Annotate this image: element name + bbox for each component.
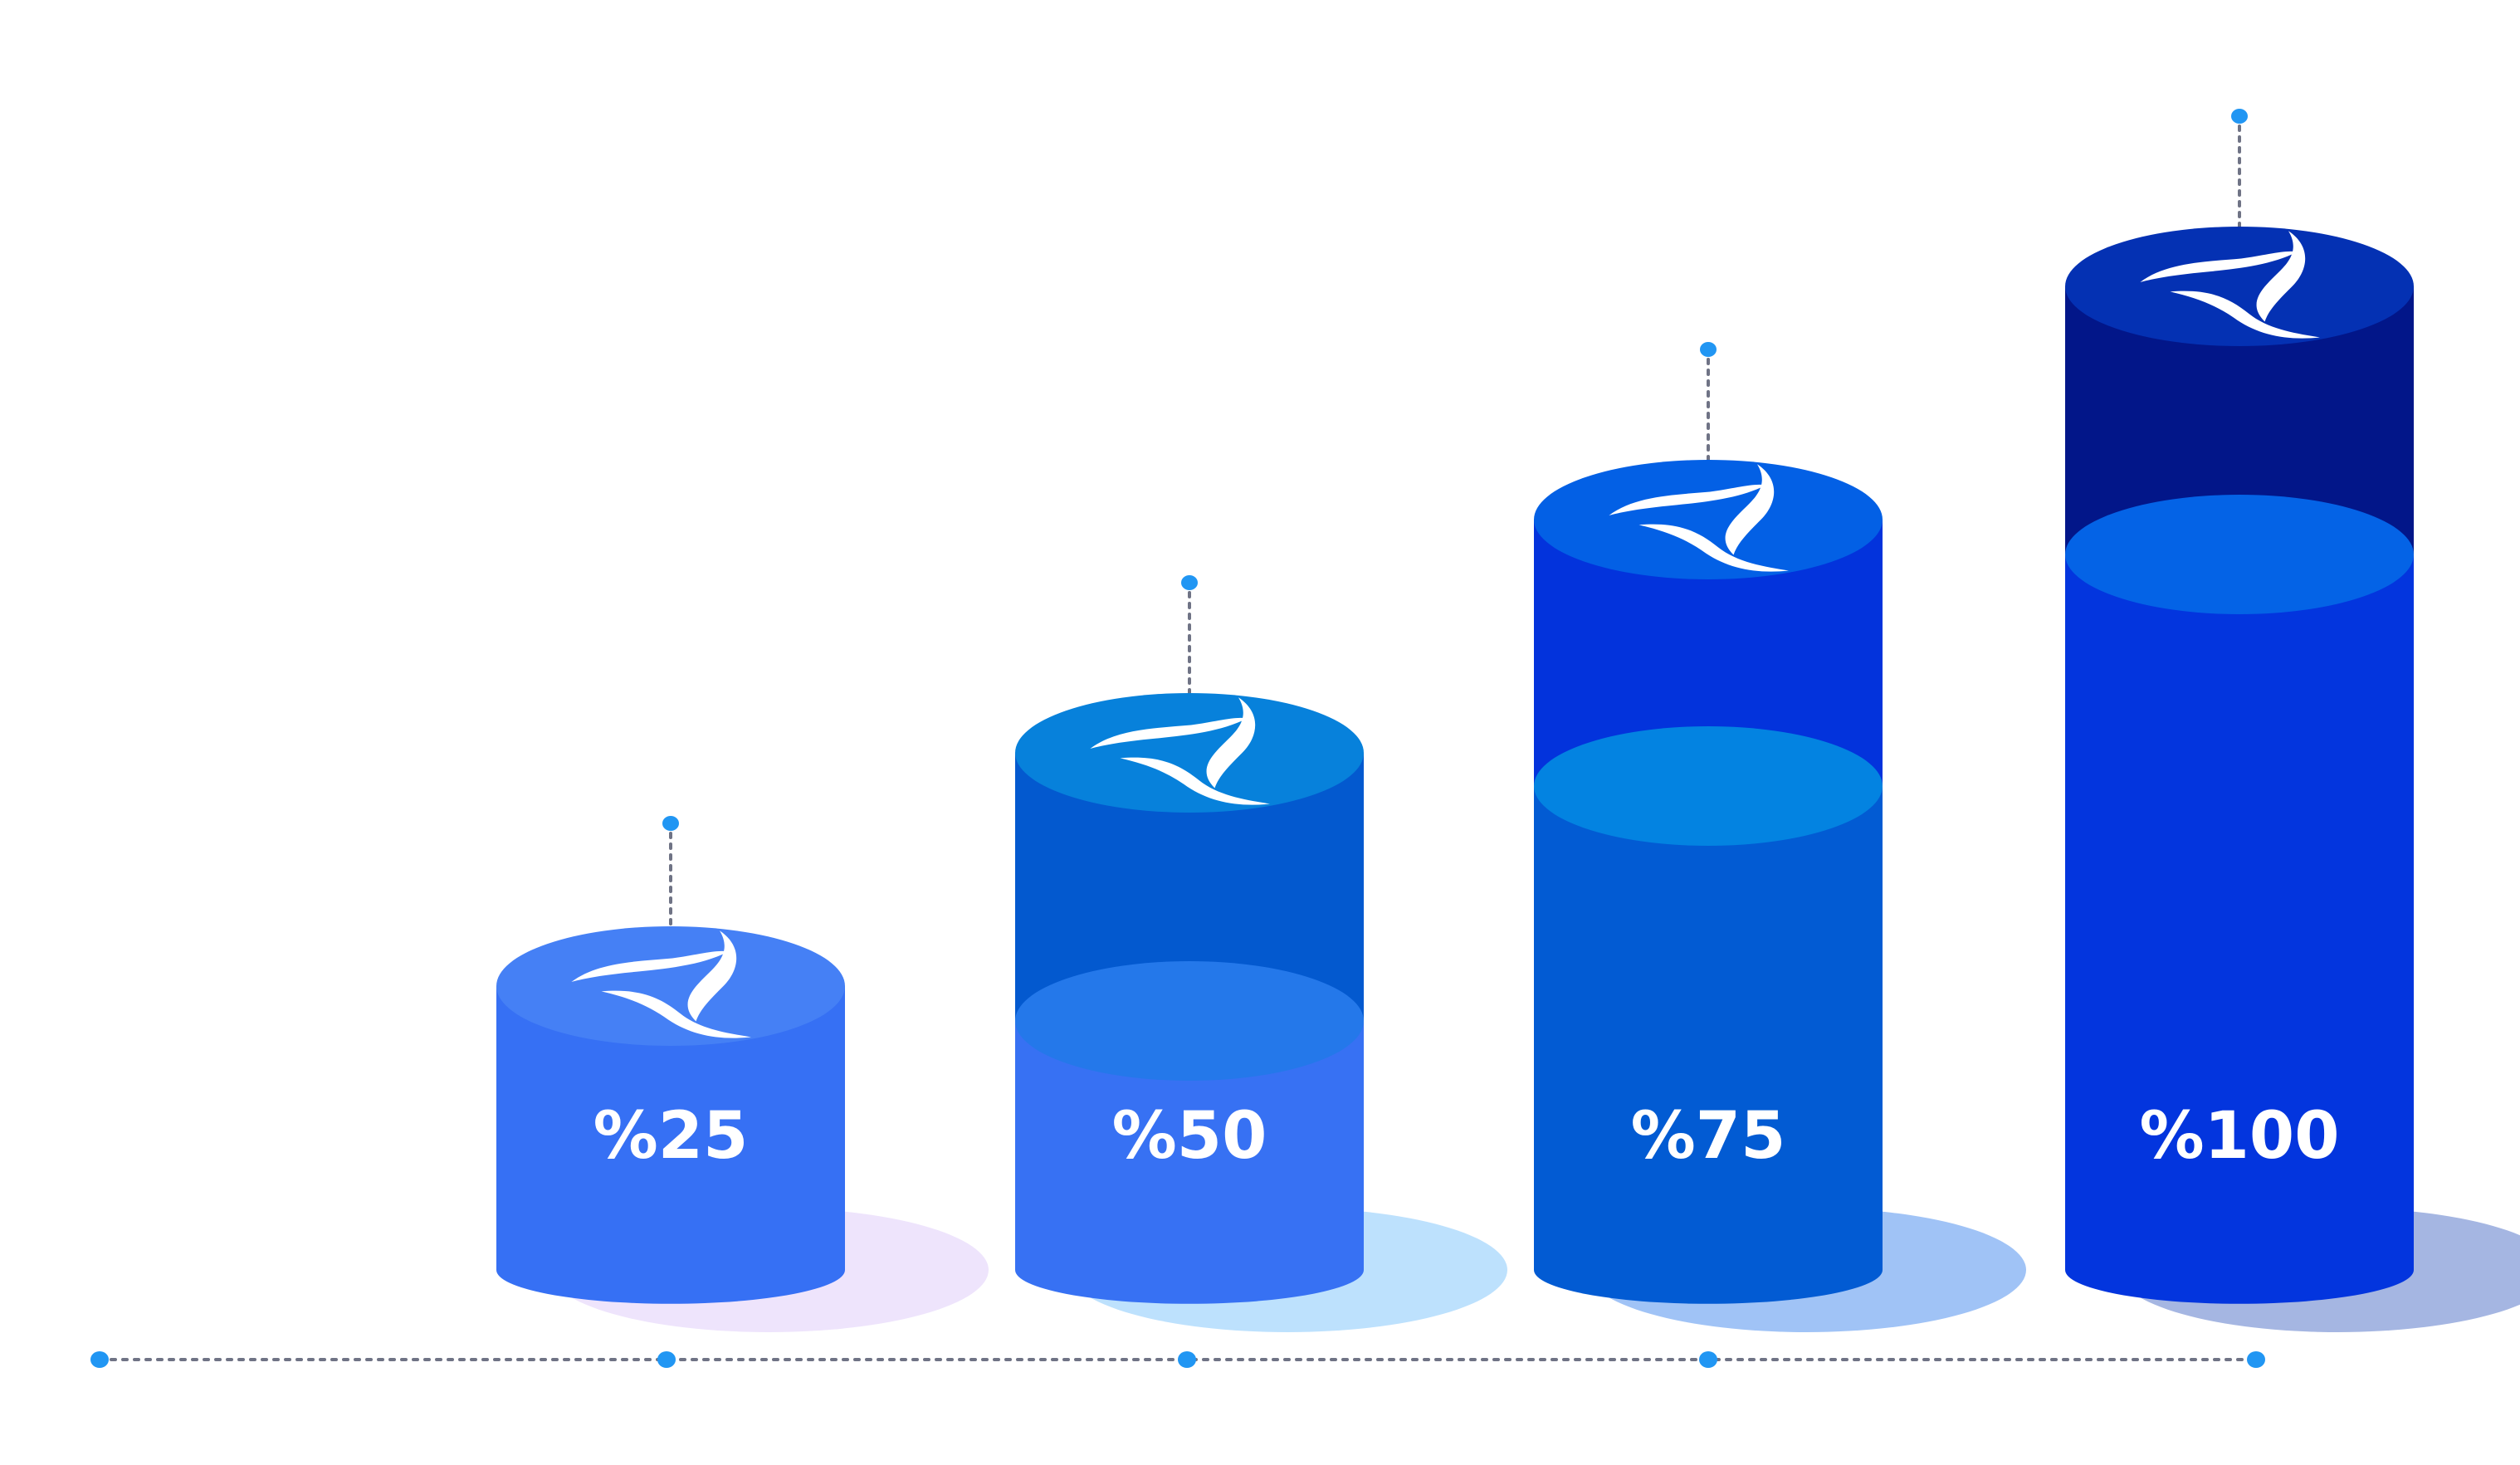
bar-pct-25: %25	[496, 926, 845, 1304]
axis-dot	[1699, 1351, 1717, 1368]
bar-lower-body	[1015, 1021, 1364, 1304]
bar-level-ellipse	[2065, 495, 2414, 614]
bar-top-cap	[496, 926, 845, 1046]
bar-value-label: %25	[593, 1099, 749, 1174]
bar-top-cap	[1015, 693, 1364, 813]
bar-lower-body	[2065, 554, 2414, 1304]
axis-dot	[1178, 1351, 1196, 1368]
guide-dot	[662, 816, 679, 831]
guide-dot	[1700, 342, 1717, 357]
bar-pct-75: %75	[1534, 460, 1883, 1304]
bar-top-cap	[1534, 460, 1883, 579]
bar-value-label: %100	[2140, 1099, 2340, 1174]
bar-lower-body	[496, 986, 845, 1304]
bar-value-label: %75	[1631, 1099, 1786, 1174]
axis-dot	[90, 1351, 109, 1368]
axis-dot	[2247, 1351, 2265, 1368]
axis-dot	[657, 1351, 676, 1368]
bar-level-ellipse	[1534, 726, 1883, 846]
guide-dot	[1181, 575, 1198, 590]
bar-value-label: %50	[1112, 1099, 1267, 1174]
guide-dot	[2231, 109, 2248, 124]
bar-lower-body	[1534, 786, 1883, 1304]
bar-pct-100: %100	[2065, 227, 2414, 1304]
bar-level-ellipse	[1015, 961, 1364, 1081]
bar-pct-50: %50	[1015, 693, 1364, 1304]
bar-top-cap	[2065, 227, 2414, 346]
